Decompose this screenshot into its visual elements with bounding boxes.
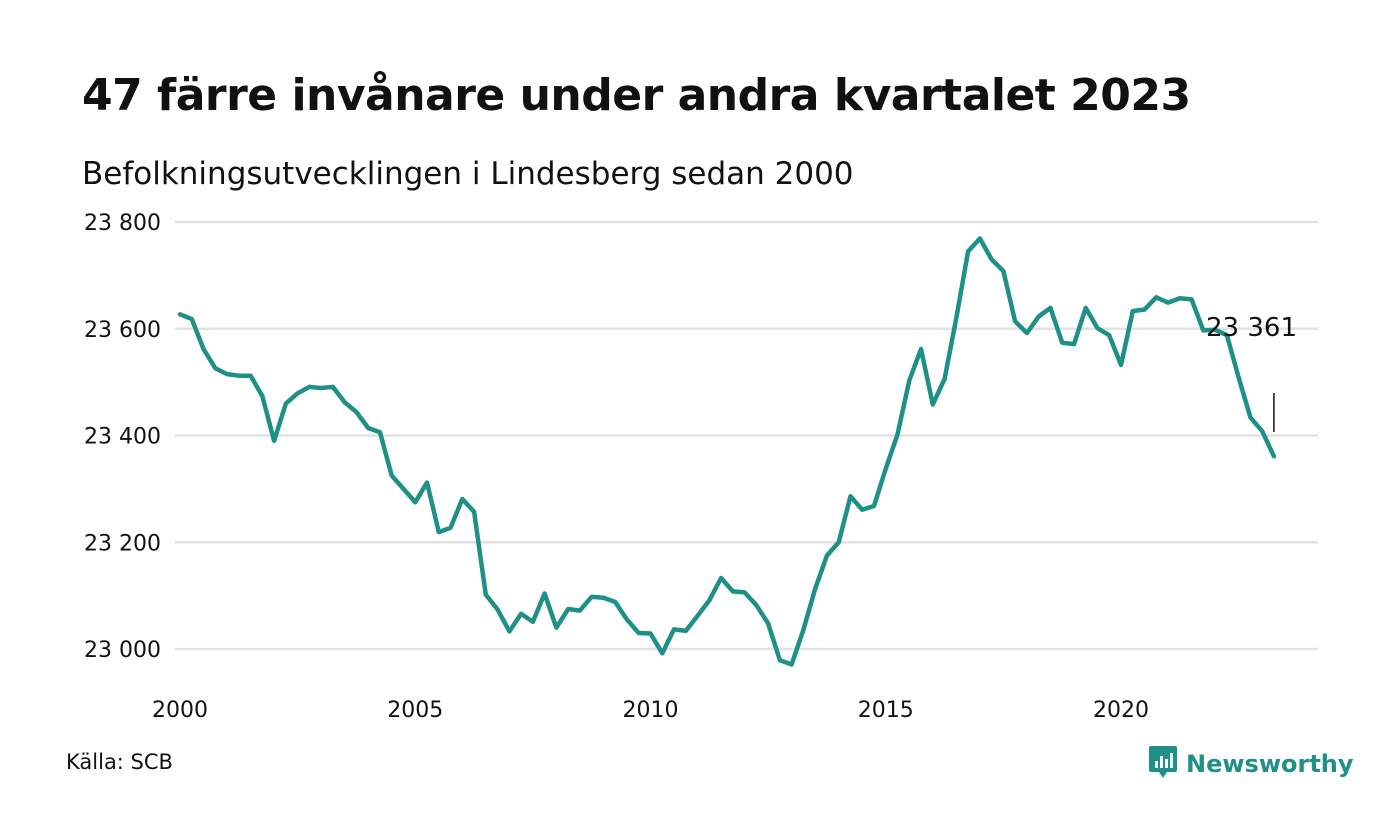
x-axis-tick-labels: 2000 2005 2010 2015 2020 <box>152 698 1149 723</box>
x-tick-label: 2000 <box>152 698 208 723</box>
brand-name: Newsworthy <box>1186 750 1354 778</box>
y-tick-label: 23 400 <box>84 425 161 450</box>
chart-title: 47 färre invånare under andra kvartalet … <box>82 70 1191 121</box>
end-value-label: 23 361 <box>1206 313 1297 343</box>
population-line <box>177 236 1277 667</box>
brand-logo[interactable]: Newsworthy <box>1148 744 1354 784</box>
bar-chart-icon <box>1148 744 1178 784</box>
x-tick-label: 2010 <box>623 698 679 723</box>
y-tick-label: 23 200 <box>84 531 161 556</box>
x-tick-label: 2020 <box>1093 698 1149 723</box>
x-tick-label: 2005 <box>387 698 443 723</box>
x-tick-label: 2015 <box>858 698 914 723</box>
y-tick-label: 23 800 <box>84 211 161 236</box>
source-note: Källa: SCB <box>66 750 173 774</box>
y-axis-tick-labels: 23 000 23 200 23 400 23 600 23 800 <box>84 211 161 663</box>
y-tick-label: 23 600 <box>84 318 161 343</box>
grid-lines <box>175 220 1318 651</box>
y-tick-label: 23 000 <box>84 638 161 663</box>
chart-subtitle: Befolkningsutvecklingen i Lindesberg sed… <box>82 156 854 192</box>
